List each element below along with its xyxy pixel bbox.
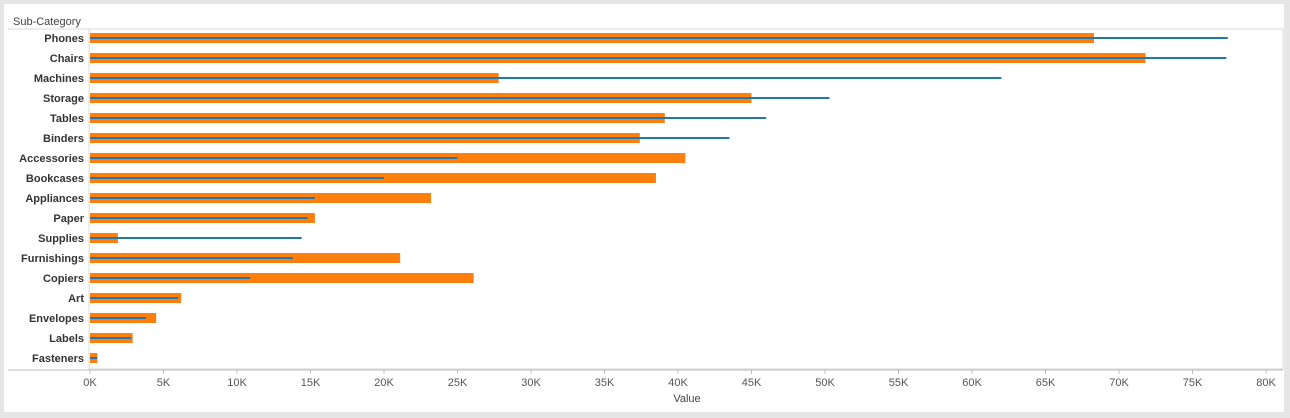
row-label: Machines (34, 73, 84, 85)
plot-frame (88, 28, 1284, 370)
x-tick-label: 80K (1256, 377, 1276, 389)
x-tick-label: 20K (374, 377, 394, 389)
bar-copiers (90, 273, 474, 283)
line-marks (90, 37, 1228, 359)
row-label: Furnishings (21, 253, 84, 265)
row-label: Supplies (38, 233, 84, 245)
row-label: Fasteners (32, 353, 84, 365)
row-label: Labels (49, 333, 84, 345)
x-tick-label: 70K (1109, 377, 1129, 389)
x-tick-label: 55K (889, 377, 909, 389)
row-label: Art (68, 293, 84, 305)
chart-panel: Sub-Category Phones Chairs Machines Storage… (4, 4, 1284, 412)
x-tick-label: 10K (227, 377, 247, 389)
row-label: Paper (53, 213, 84, 225)
row-label: Binders (43, 133, 84, 145)
row-label: Accessories (19, 153, 84, 165)
x-tick-label: 50K (815, 377, 835, 389)
x-tick-label: 30K (521, 377, 541, 389)
row-header-title: Sub-Category (13, 16, 81, 28)
x-axis-title: Value (673, 393, 700, 405)
row-label: Bookcases (26, 173, 84, 185)
x-tick-label: 25K (448, 377, 468, 389)
row-label: Phones (44, 33, 84, 45)
x-tick-label: 15K (301, 377, 321, 389)
row-label: Tables (50, 113, 84, 125)
x-tick-label: 60K (962, 377, 982, 389)
x-axis: 0K 5K 10K 15K 20K 25K 30K 35K 40K 45K 50K 55K 60K 65K… (8, 369, 1283, 389)
x-tick-label: 0K (83, 377, 97, 389)
x-tick-label: 5K (157, 377, 171, 389)
row-label: Appliances (25, 193, 84, 205)
x-tick-label: 40K (668, 377, 688, 389)
row-labels: Phones Chairs Machines Storage Tables Binders… (19, 33, 85, 365)
row-label: Copiers (43, 273, 84, 285)
x-tick-label: 45K (742, 377, 762, 389)
x-tick-label: 65K (1036, 377, 1056, 389)
x-tick-label: 35K (595, 377, 615, 389)
bar-chart: Sub-Category Phones Chairs Machines Storage… (8, 16, 1284, 405)
row-label: Chairs (50, 53, 84, 65)
row-label: Storage (43, 93, 84, 105)
x-tick-label: 75K (1183, 377, 1203, 389)
row-label: Envelopes (29, 313, 84, 325)
